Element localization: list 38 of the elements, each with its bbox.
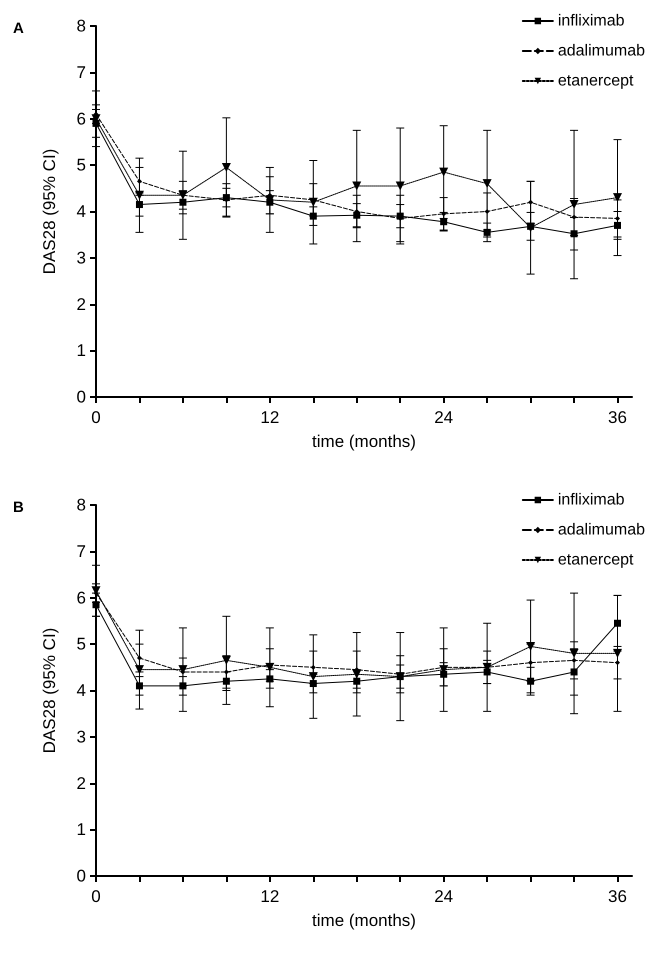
y-tick-label: 4	[76, 202, 86, 221]
y-tick-label: 4	[76, 681, 86, 700]
x-tick-label: 36	[608, 887, 627, 906]
x-tick-label: 0	[91, 887, 101, 906]
y-tick-label: 3	[76, 727, 86, 746]
x-tick-label: 12	[260, 887, 280, 906]
y-tick-label: 8	[76, 496, 86, 514]
chart-title: B	[13, 499, 24, 516]
y-tick-label: 6	[76, 109, 86, 128]
x-tick-label: 36	[608, 408, 627, 427]
y-tick-label: 1	[76, 820, 86, 840]
y-axis-title: DAS28 (95% CI)	[40, 628, 59, 754]
y-tick-label: 3	[76, 248, 86, 268]
x-axis-title: time (months)	[312, 432, 416, 451]
legend-label: etanercept	[558, 72, 634, 90]
y-tick-label: 0	[76, 388, 86, 406]
y-tick-label: 7	[76, 62, 86, 82]
x-axis-title: time (months)	[312, 911, 416, 930]
legend-label: infliximab	[558, 12, 625, 30]
y-tick-label: 5	[76, 634, 86, 654]
legend-label: adalimumab	[558, 42, 646, 60]
x-tick-label: 24	[434, 887, 454, 906]
x-tick-label: 0	[91, 408, 101, 427]
x-tick-label: 24	[434, 408, 454, 427]
legend-label: etanercept	[558, 552, 634, 568]
y-tick-label: 6	[76, 588, 86, 608]
y-tick-label: 1	[76, 341, 86, 360]
y-axis-title: DAS28 (95% CI)	[40, 148, 59, 274]
legend-label: adalimumab	[558, 522, 646, 538]
x-tick-label: 12	[260, 408, 280, 427]
chart-title: A	[13, 20, 24, 37]
y-tick-label: 7	[76, 542, 86, 561]
y-tick-label: 2	[76, 774, 86, 793]
y-tick-label: 8	[76, 16, 86, 36]
y-tick-label: 2	[76, 294, 86, 314]
y-tick-label: 0	[76, 866, 86, 886]
y-tick-label: 5	[76, 156, 86, 175]
legend-label: infliximab	[558, 492, 625, 508]
